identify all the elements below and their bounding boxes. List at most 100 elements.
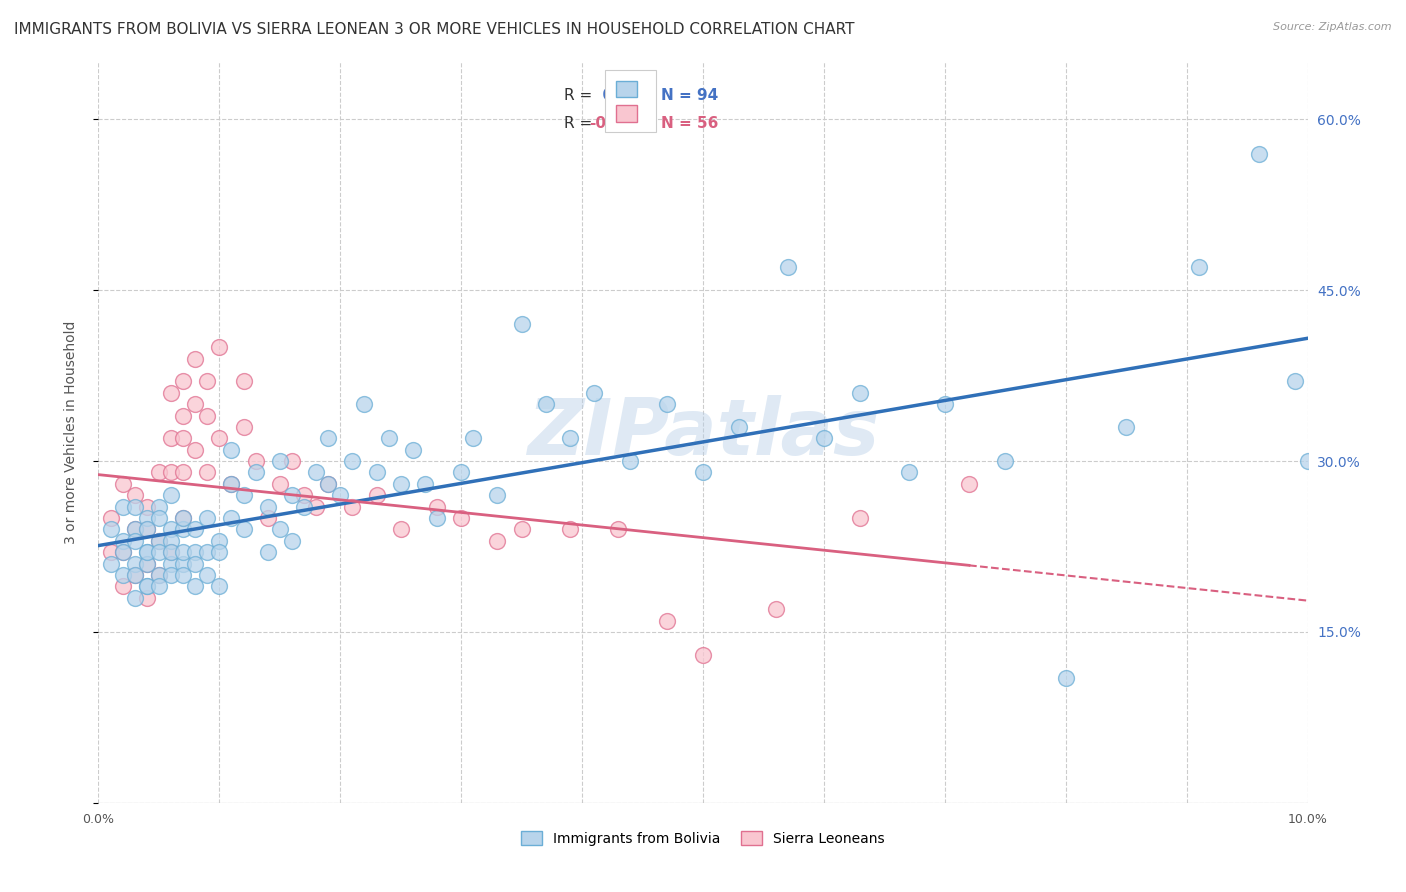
Point (292, 500, 315, 514)
Point (111, 500, 134, 514)
Point (510, 318, 533, 332)
Point (281, 533, 304, 548)
Point (305, 500, 328, 514)
Point (316, 431, 339, 445)
Point (655, 614, 678, 628)
Point (256, 545, 278, 559)
Point (124, 488, 146, 502)
Point (111, 476, 134, 491)
Point (692, 648, 714, 662)
Point (195, 375, 218, 389)
Point (402, 442, 425, 457)
Point (221, 476, 243, 491)
Point (111, 568, 134, 582)
Point (256, 500, 278, 514)
Point (135, 545, 157, 559)
Point (148, 500, 170, 514)
Point (329, 488, 352, 502)
Point (195, 511, 218, 525)
Point (463, 431, 485, 445)
Point (160, 431, 183, 445)
Point (1249, 146, 1271, 161)
Point (342, 454, 364, 468)
Point (172, 511, 194, 525)
Point (776, 260, 799, 275)
Point (124, 523, 146, 537)
Point (450, 466, 472, 480)
Point (172, 431, 194, 445)
Point (208, 545, 231, 559)
Point (135, 511, 157, 525)
Point (124, 591, 146, 605)
Point (510, 523, 533, 537)
Point (100, 511, 122, 525)
Point (232, 375, 254, 389)
Point (160, 568, 183, 582)
Point (1284, 375, 1306, 389)
Point (184, 523, 207, 537)
Point (607, 523, 630, 537)
Point (172, 557, 194, 571)
Point (1054, 671, 1077, 685)
Text: IMMIGRANTS FROM BOLIVIA VS SIERRA LEONEAN 3 OR MORE VEHICLES IN HOUSEHOLD CORREL: IMMIGRANTS FROM BOLIVIA VS SIERRA LEONEA… (14, 22, 855, 37)
Point (292, 488, 315, 502)
Point (111, 579, 134, 593)
Point (655, 397, 678, 411)
Point (450, 511, 472, 525)
Point (269, 476, 291, 491)
Point (208, 579, 231, 593)
Text: Source: ZipAtlas.com: Source: ZipAtlas.com (1274, 22, 1392, 32)
Point (208, 431, 231, 445)
Point (124, 568, 146, 582)
Point (245, 454, 267, 468)
Point (232, 488, 254, 502)
Point (486, 533, 509, 548)
Point (160, 466, 183, 480)
Point (148, 466, 170, 480)
Point (897, 466, 920, 480)
Point (135, 557, 157, 571)
Point (160, 488, 183, 502)
Point (849, 511, 872, 525)
Point (195, 545, 218, 559)
Point (269, 454, 291, 468)
Point (124, 557, 146, 571)
Point (148, 568, 170, 582)
Point (148, 533, 170, 548)
Point (135, 579, 157, 593)
Text: N = 94: N = 94 (661, 88, 718, 103)
Point (172, 545, 194, 559)
Point (184, 579, 207, 593)
Point (148, 545, 170, 559)
Point (184, 442, 207, 457)
Point (172, 523, 194, 537)
Point (426, 511, 449, 525)
Y-axis label: 3 or more Vehicles in Household: 3 or more Vehicles in Household (63, 321, 77, 544)
Point (111, 545, 134, 559)
Point (934, 397, 956, 411)
Point (208, 340, 231, 354)
Point (245, 466, 267, 480)
Point (1115, 420, 1137, 434)
Point (172, 568, 194, 582)
Point (148, 579, 170, 593)
Point (195, 568, 218, 582)
Point (765, 602, 787, 616)
Point (221, 511, 243, 525)
Point (100, 523, 122, 537)
Point (172, 375, 194, 389)
Point (160, 557, 183, 571)
Text: -0.030: -0.030 (589, 116, 644, 130)
Point (160, 533, 183, 548)
Point (135, 500, 157, 514)
Point (124, 568, 146, 582)
Point (160, 385, 183, 400)
Legend: Immigrants from Bolivia, Sierra Leoneans: Immigrants from Bolivia, Sierra Leoneans (516, 825, 890, 851)
Point (148, 511, 170, 525)
Point (111, 545, 134, 559)
Point (558, 523, 581, 537)
Point (124, 533, 146, 548)
Point (728, 420, 751, 434)
Point (366, 488, 388, 502)
Point (389, 476, 412, 491)
